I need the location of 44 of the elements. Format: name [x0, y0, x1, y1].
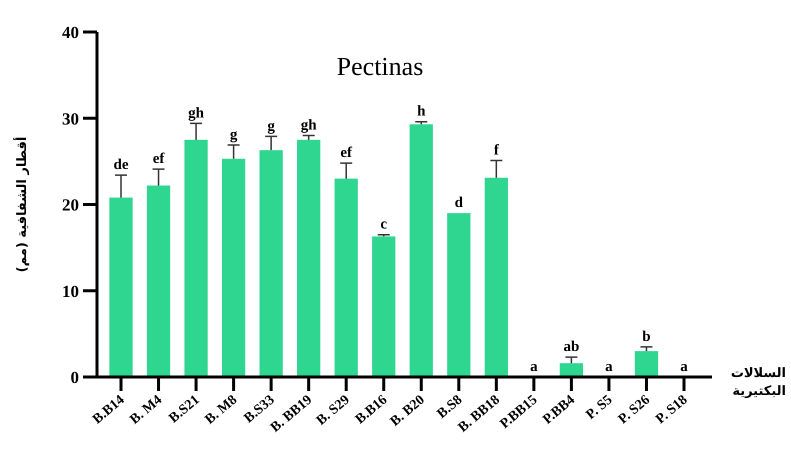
x-tick-label: B. M8	[202, 392, 240, 428]
data-label: a	[530, 359, 538, 375]
bar	[372, 236, 396, 377]
x-axis-title: السلالات البكتيرية	[730, 366, 786, 399]
bar	[184, 140, 208, 377]
bar	[109, 198, 133, 377]
data-label: c	[380, 216, 388, 233]
data-label: b	[642, 328, 651, 345]
x-tick-label: B. M4	[127, 392, 166, 428]
data-label: ef	[340, 145, 354, 162]
data-label: d	[454, 195, 464, 212]
bar	[297, 140, 320, 377]
y-axis-title: أقطار الشفافية (مم)	[13, 136, 30, 272]
y-tick-label: 30	[62, 109, 79, 128]
x-tick-label: P. S18	[653, 392, 691, 428]
data-label: gh	[188, 105, 205, 122]
bar	[410, 124, 433, 377]
x-tick-label: B. B20	[388, 392, 428, 430]
data-label: ef	[152, 151, 166, 168]
x-tick-label: B.S8	[434, 392, 466, 422]
x-tick-label: P. S5	[584, 392, 616, 423]
data-label: ab	[563, 339, 580, 356]
bar	[260, 150, 283, 377]
data-label: g	[267, 118, 276, 134]
data-label: gh	[300, 118, 318, 134]
bar	[222, 158, 246, 377]
data-label: f	[494, 142, 500, 159]
x-tick-label: P. S26	[616, 392, 654, 428]
bar	[146, 186, 170, 377]
data-label: a	[680, 359, 688, 375]
data-label: de	[114, 157, 129, 174]
bar	[484, 178, 508, 377]
x-tick-label: B. S29	[314, 392, 353, 429]
data-label: g	[230, 126, 238, 143]
y-tick-label: 40	[62, 23, 79, 42]
data-label: h	[417, 104, 426, 120]
bar	[334, 178, 358, 377]
y-tick-label: 0	[70, 368, 79, 387]
bar	[634, 351, 658, 377]
data-label: a	[605, 359, 614, 375]
text: Pectinas	[336, 52, 424, 81]
y-tick-label: 10	[62, 282, 79, 301]
bar	[447, 213, 470, 377]
y-tick-label: 20	[62, 196, 79, 214]
